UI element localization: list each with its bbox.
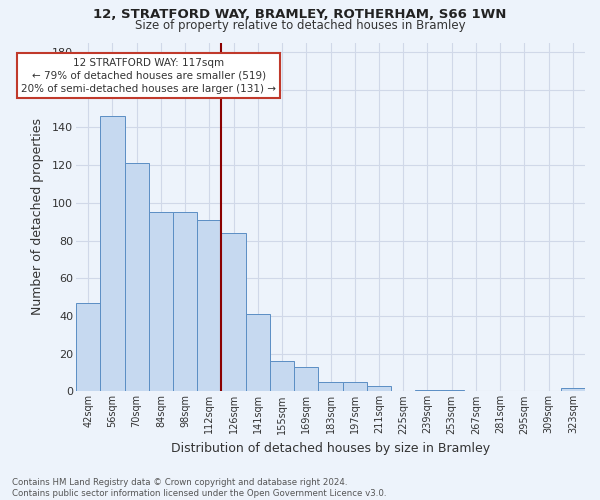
Bar [415,390,440,392]
Text: 12, STRATFORD WAY, BRAMLEY, ROTHERHAM, S66 1WN: 12, STRATFORD WAY, BRAMLEY, ROTHERHAM, S… [94,8,506,20]
Bar [100,116,125,392]
Bar [197,220,221,392]
Bar [367,386,391,392]
Bar [246,314,270,392]
Bar [125,163,149,392]
Bar [76,303,100,392]
Y-axis label: Number of detached properties: Number of detached properties [31,118,44,316]
Bar [149,212,173,392]
Bar [561,388,585,392]
Bar [319,382,343,392]
X-axis label: Distribution of detached houses by size in Bramley: Distribution of detached houses by size … [171,442,490,455]
Text: Size of property relative to detached houses in Bramley: Size of property relative to detached ho… [134,18,466,32]
Bar [343,382,367,392]
Text: Contains HM Land Registry data © Crown copyright and database right 2024.
Contai: Contains HM Land Registry data © Crown c… [12,478,386,498]
Text: 12 STRATFORD WAY: 117sqm
← 79% of detached houses are smaller (519)
20% of semi-: 12 STRATFORD WAY: 117sqm ← 79% of detach… [21,58,276,94]
Bar [440,390,464,392]
Bar [173,212,197,392]
Bar [294,367,319,392]
Bar [221,233,246,392]
Bar [270,361,294,392]
